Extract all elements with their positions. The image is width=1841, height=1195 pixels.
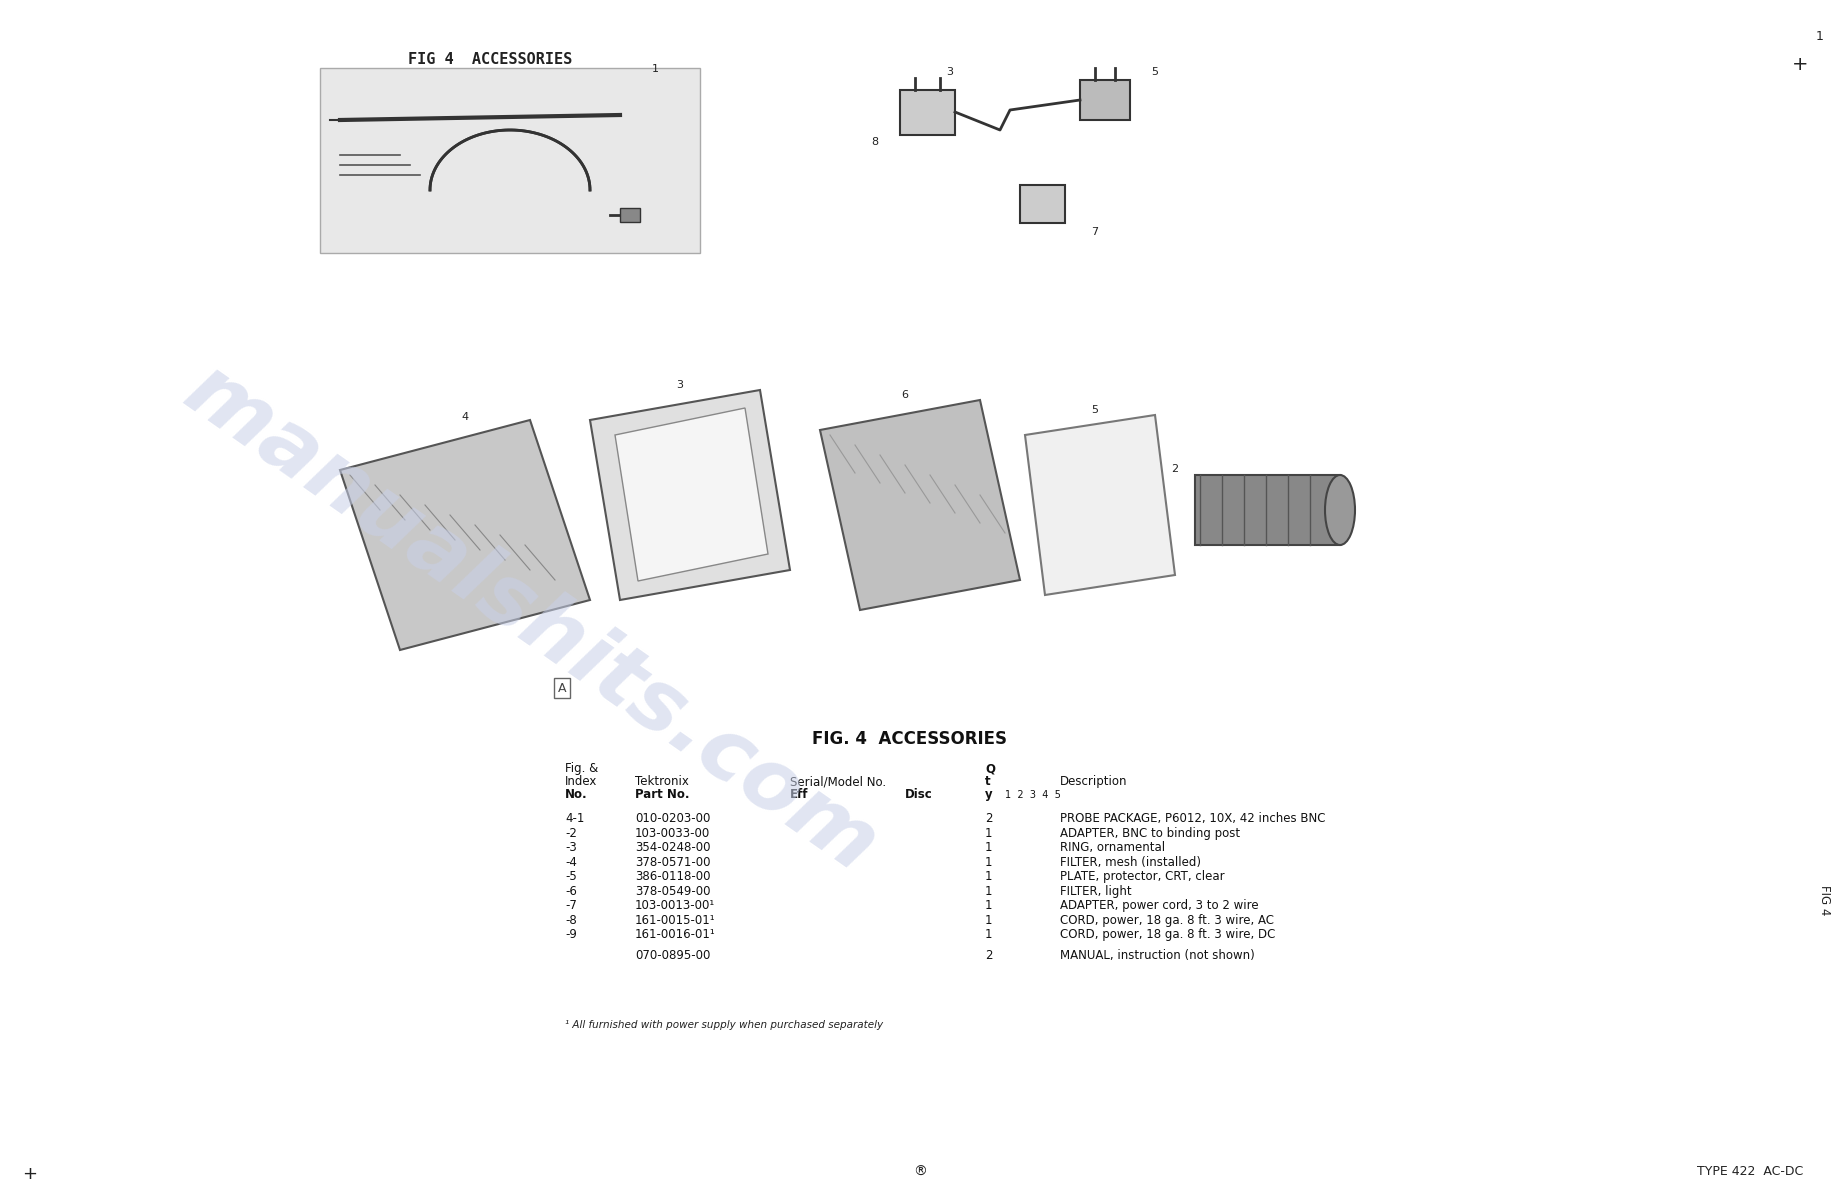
Text: 2: 2: [1171, 464, 1178, 474]
Text: CORD, power, 18 ga. 8 ft. 3 wire, AC: CORD, power, 18 ga. 8 ft. 3 wire, AC: [1060, 913, 1274, 926]
Text: 1: 1: [652, 65, 659, 74]
Text: 378-0571-00: 378-0571-00: [635, 856, 711, 869]
Bar: [900, 90, 955, 135]
Text: A: A: [558, 681, 567, 694]
Text: Part No.: Part No.: [635, 788, 690, 801]
Text: FILTER, mesh (installed): FILTER, mesh (installed): [1060, 856, 1200, 869]
Text: +: +: [1791, 55, 1808, 74]
Text: 1: 1: [985, 841, 992, 854]
Text: t: t: [985, 776, 990, 788]
Text: 2: 2: [985, 811, 992, 825]
Text: 5: 5: [1151, 67, 1158, 76]
Text: 1: 1: [1815, 30, 1824, 43]
Text: -2: -2: [565, 827, 576, 840]
Text: manualshits.com: manualshits.com: [168, 349, 891, 890]
Text: 103-0033-00: 103-0033-00: [635, 827, 711, 840]
Bar: [1195, 474, 1340, 545]
Text: 010-0203-00: 010-0203-00: [635, 811, 711, 825]
Text: 1: 1: [985, 884, 992, 897]
Text: 8: 8: [871, 137, 878, 147]
Text: PLATE, protector, CRT, clear: PLATE, protector, CRT, clear: [1060, 870, 1224, 883]
Text: -7: -7: [565, 899, 576, 912]
Text: 4: 4: [462, 412, 469, 422]
Text: Q: Q: [985, 762, 994, 776]
Text: FIG 4: FIG 4: [1819, 884, 1832, 915]
Polygon shape: [1025, 415, 1175, 595]
Text: CORD, power, 18 ga. 8 ft. 3 wire, DC: CORD, power, 18 ga. 8 ft. 3 wire, DC: [1060, 929, 1276, 940]
Text: Index: Index: [565, 776, 596, 788]
Text: Fig. &: Fig. &: [565, 762, 598, 776]
Text: 1: 1: [985, 913, 992, 926]
Text: 7: 7: [1092, 227, 1099, 237]
Text: Eff: Eff: [790, 788, 808, 801]
Text: -5: -5: [565, 870, 576, 883]
Bar: [1081, 80, 1130, 120]
Text: 386-0118-00: 386-0118-00: [635, 870, 711, 883]
Bar: [1020, 185, 1064, 223]
Text: ¹ All furnished with power supply when purchased separately: ¹ All furnished with power supply when p…: [565, 1021, 884, 1030]
Text: Disc: Disc: [906, 788, 933, 801]
Text: 161-0015-01¹: 161-0015-01¹: [635, 913, 716, 926]
Text: 1: 1: [985, 827, 992, 840]
Text: ®: ®: [913, 1165, 926, 1179]
Polygon shape: [341, 419, 589, 650]
Text: 378-0549-00: 378-0549-00: [635, 884, 711, 897]
Polygon shape: [819, 400, 1020, 609]
Text: 4-1: 4-1: [565, 811, 584, 825]
Polygon shape: [589, 390, 790, 600]
Text: -9: -9: [565, 929, 576, 940]
Text: 3: 3: [946, 67, 954, 76]
Text: 1: 1: [985, 870, 992, 883]
Text: -8: -8: [565, 913, 576, 926]
Text: Serial/Model No.: Serial/Model No.: [790, 776, 886, 788]
Text: -3: -3: [565, 841, 576, 854]
Text: 1: 1: [985, 899, 992, 912]
Text: RING, ornamental: RING, ornamental: [1060, 841, 1165, 854]
Bar: [620, 208, 641, 222]
Text: 1: 1: [985, 929, 992, 940]
Text: -6: -6: [565, 884, 576, 897]
Text: 1: 1: [985, 856, 992, 869]
Text: 6: 6: [902, 390, 908, 400]
Text: y: y: [985, 788, 992, 801]
Text: 354-0248-00: 354-0248-00: [635, 841, 711, 854]
Text: 161-0016-01¹: 161-0016-01¹: [635, 929, 716, 940]
Text: 070-0895-00: 070-0895-00: [635, 949, 711, 962]
Text: Tektronix: Tektronix: [635, 776, 689, 788]
Text: 3: 3: [676, 380, 683, 390]
Text: FILTER, light: FILTER, light: [1060, 884, 1132, 897]
Text: TYPE 422  AC-DC: TYPE 422 AC-DC: [1697, 1165, 1802, 1178]
Polygon shape: [615, 407, 768, 581]
Text: ADAPTER, power cord, 3 to 2 wire: ADAPTER, power cord, 3 to 2 wire: [1060, 899, 1259, 912]
Text: FIG 4  ACCESSORIES: FIG 4 ACCESSORIES: [409, 53, 573, 67]
Text: 5: 5: [1092, 405, 1099, 415]
Text: 103-0013-00¹: 103-0013-00¹: [635, 899, 716, 912]
Text: MANUAL, instruction (not shown): MANUAL, instruction (not shown): [1060, 949, 1256, 962]
Text: ADAPTER, BNC to binding post: ADAPTER, BNC to binding post: [1060, 827, 1241, 840]
Text: -4: -4: [565, 856, 576, 869]
Bar: [320, 68, 700, 253]
Text: 1  2  3  4  5: 1 2 3 4 5: [1005, 790, 1060, 799]
Text: PROBE PACKAGE, P6012, 10X, 42 inches BNC: PROBE PACKAGE, P6012, 10X, 42 inches BNC: [1060, 811, 1326, 825]
Text: No.: No.: [565, 788, 587, 801]
Text: 2: 2: [985, 949, 992, 962]
Text: Description: Description: [1060, 776, 1127, 788]
Text: +: +: [22, 1165, 37, 1183]
Text: FIG. 4  ACCESSORIES: FIG. 4 ACCESSORIES: [812, 730, 1007, 748]
Ellipse shape: [1326, 474, 1355, 545]
